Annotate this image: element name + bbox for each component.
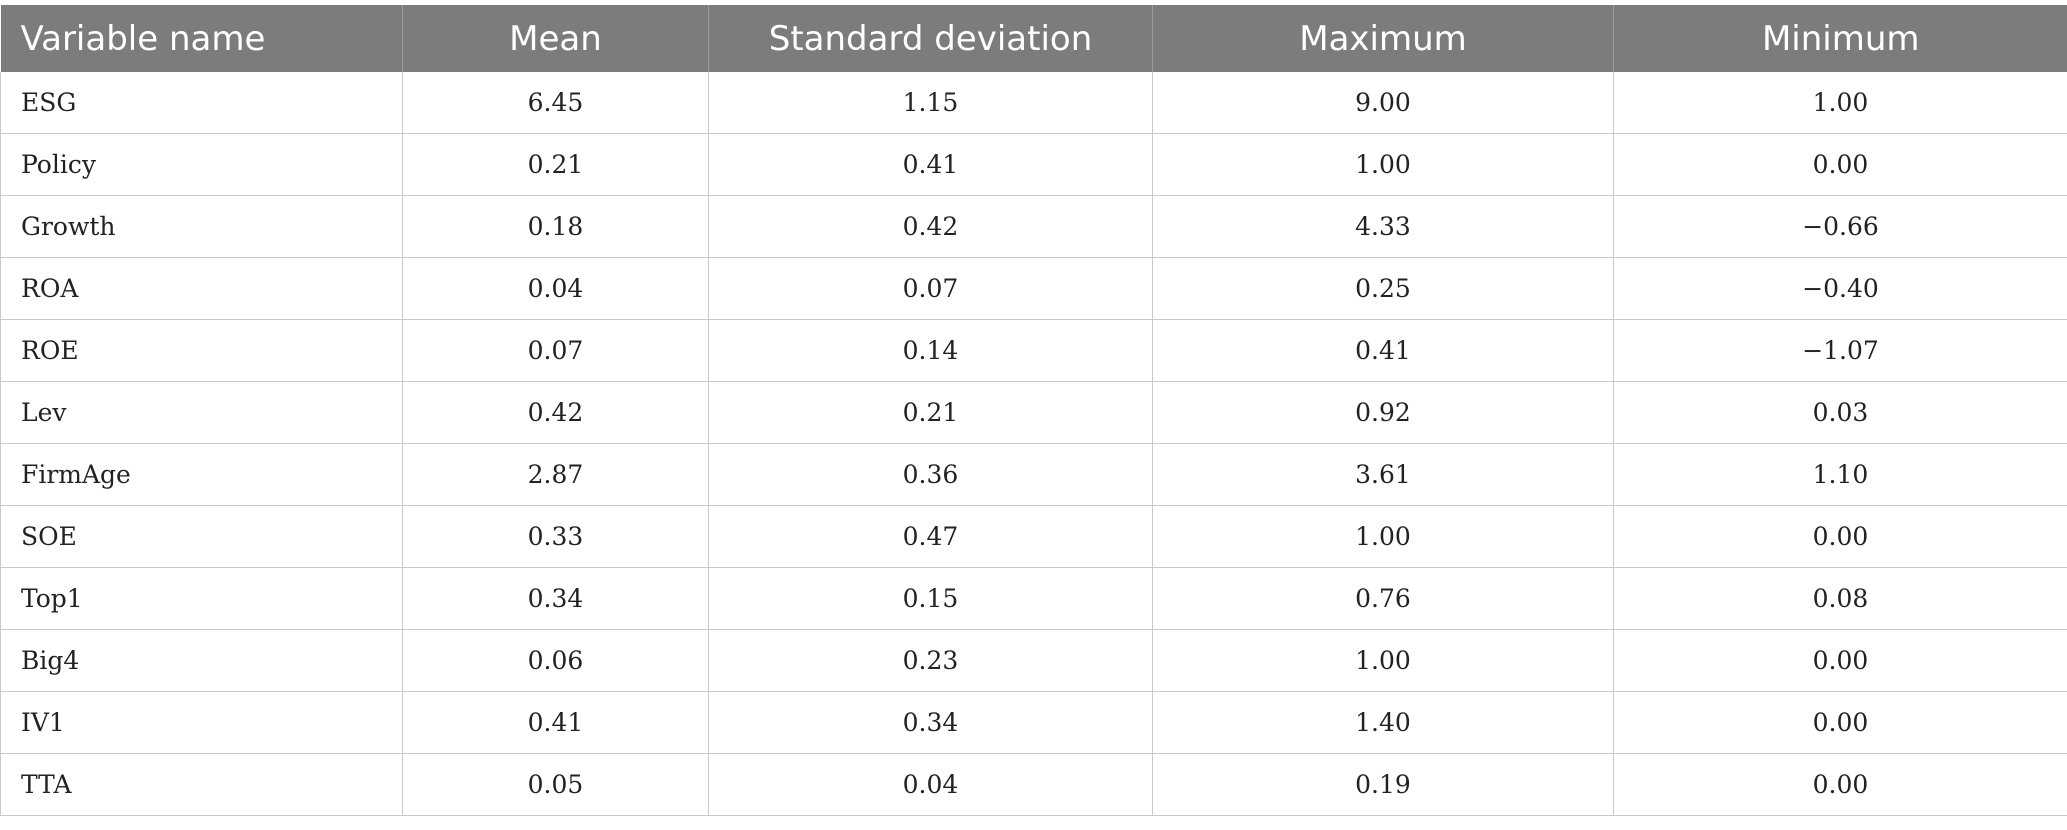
maximum-cell: 1.00 <box>1152 133 1614 196</box>
table-row: TTA 0.05 0.04 0.19 0.00 <box>0 753 2067 816</box>
std-dev-cell: 0.34 <box>708 691 1153 754</box>
maximum-cell: 9.00 <box>1152 72 1614 134</box>
descriptive-statistics-table-container: Variable name Mean Standard deviation Ma… <box>0 5 2067 816</box>
maximum-cell: 4.33 <box>1152 195 1614 258</box>
table-row: IV1 0.41 0.34 1.40 0.00 <box>0 691 2067 754</box>
mean-cell: 0.18 <box>402 195 709 258</box>
maximum-cell: 0.76 <box>1152 567 1614 630</box>
minimum-cell: 0.00 <box>1613 505 2067 568</box>
table-row: Big4 0.06 0.23 1.00 0.00 <box>0 629 2067 692</box>
std-dev-cell: 0.07 <box>708 257 1153 320</box>
std-dev-cell: 0.47 <box>708 505 1153 568</box>
maximum-cell: 0.19 <box>1152 753 1614 816</box>
std-dev-cell: 0.23 <box>708 629 1153 692</box>
table-row: FirmAge 2.87 0.36 3.61 1.10 <box>0 443 2067 506</box>
maximum-cell: 3.61 <box>1152 443 1614 506</box>
header-standard-deviation: Standard deviation <box>708 5 1153 72</box>
variable-name-cell: Policy <box>0 133 403 196</box>
std-dev-cell: 0.36 <box>708 443 1153 506</box>
header-maximum: Maximum <box>1152 5 1614 72</box>
variable-name-cell: Lev <box>0 381 403 444</box>
minimum-cell: 1.10 <box>1613 443 2067 506</box>
minimum-cell: −0.40 <box>1613 257 2067 320</box>
table-row: Growth 0.18 0.42 4.33 −0.66 <box>0 195 2067 258</box>
header-minimum: Minimum <box>1613 5 2067 72</box>
mean-cell: 0.21 <box>402 133 709 196</box>
mean-cell: 0.34 <box>402 567 709 630</box>
maximum-cell: 1.00 <box>1152 629 1614 692</box>
mean-cell: 0.05 <box>402 753 709 816</box>
maximum-cell: 1.40 <box>1152 691 1614 754</box>
table-row: Top1 0.34 0.15 0.76 0.08 <box>0 567 2067 630</box>
minimum-cell: 0.08 <box>1613 567 2067 630</box>
variable-name-cell: FirmAge <box>0 443 403 506</box>
maximum-cell: 0.41 <box>1152 319 1614 382</box>
std-dev-cell: 0.42 <box>708 195 1153 258</box>
variable-name-cell: IV1 <box>0 691 403 754</box>
mean-cell: 0.33 <box>402 505 709 568</box>
variable-name-cell: Top1 <box>0 567 403 630</box>
table-body: ESG 6.45 1.15 9.00 1.00 Policy 0.21 0.41 1.00 0.0… <box>0 72 2067 816</box>
minimum-cell: 0.00 <box>1613 753 2067 816</box>
mean-cell: 2.87 <box>402 443 709 506</box>
variable-name-cell: ESG <box>0 72 403 134</box>
maximum-cell: 1.00 <box>1152 505 1614 568</box>
table-row: SOE 0.33 0.47 1.00 0.00 <box>0 505 2067 568</box>
variable-name-cell: Big4 <box>0 629 403 692</box>
table-row: Lev 0.42 0.21 0.92 0.03 <box>0 381 2067 444</box>
maximum-cell: 0.92 <box>1152 381 1614 444</box>
variable-name-cell: ROA <box>0 257 403 320</box>
variable-name-cell: Growth <box>0 195 403 258</box>
std-dev-cell: 0.21 <box>708 381 1153 444</box>
mean-cell: 0.06 <box>402 629 709 692</box>
minimum-cell: 1.00 <box>1613 72 2067 134</box>
minimum-cell: 0.00 <box>1613 691 2067 754</box>
table-row: ROA 0.04 0.07 0.25 −0.40 <box>0 257 2067 320</box>
mean-cell: 6.45 <box>402 72 709 134</box>
table-header: Variable name Mean Standard deviation Ma… <box>0 5 2067 72</box>
table-row: ROE 0.07 0.14 0.41 −1.07 <box>0 319 2067 382</box>
minimum-cell: −1.07 <box>1613 319 2067 382</box>
std-dev-cell: 0.14 <box>708 319 1153 382</box>
std-dev-cell: 0.04 <box>708 753 1153 816</box>
maximum-cell: 0.25 <box>1152 257 1614 320</box>
minimum-cell: 0.00 <box>1613 629 2067 692</box>
mean-cell: 0.07 <box>402 319 709 382</box>
header-mean: Mean <box>402 5 709 72</box>
mean-cell: 0.04 <box>402 257 709 320</box>
variable-name-cell: SOE <box>0 505 403 568</box>
header-row: Variable name Mean Standard deviation Ma… <box>0 5 2067 72</box>
std-dev-cell: 0.15 <box>708 567 1153 630</box>
mean-cell: 0.41 <box>402 691 709 754</box>
variable-name-cell: TTA <box>0 753 403 816</box>
std-dev-cell: 1.15 <box>708 72 1153 134</box>
std-dev-cell: 0.41 <box>708 133 1153 196</box>
variable-name-cell: ROE <box>0 319 403 382</box>
descriptive-statistics-table: Variable name Mean Standard deviation Ma… <box>0 5 2067 816</box>
mean-cell: 0.42 <box>402 381 709 444</box>
table-row: ESG 6.45 1.15 9.00 1.00 <box>0 72 2067 134</box>
minimum-cell: 0.03 <box>1613 381 2067 444</box>
minimum-cell: −0.66 <box>1613 195 2067 258</box>
minimum-cell: 0.00 <box>1613 133 2067 196</box>
table-row: Policy 0.21 0.41 1.00 0.00 <box>0 133 2067 196</box>
header-variable-name: Variable name <box>0 5 403 72</box>
